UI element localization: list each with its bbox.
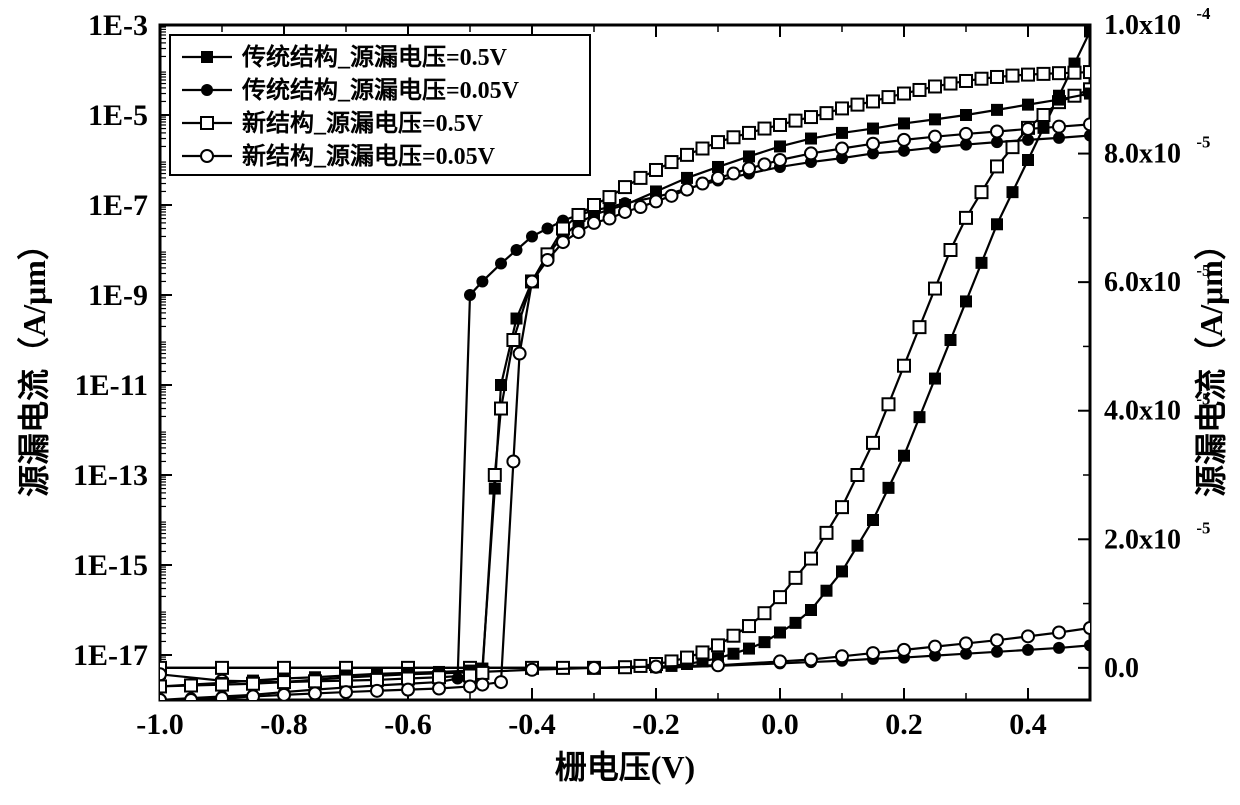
svg-text:1E-11: 1E-11 (75, 369, 148, 402)
svg-text:0.2: 0.2 (885, 708, 923, 741)
svg-text:栅电压(V): 栅电压(V) (555, 749, 695, 785)
svg-text:-4: -4 (1196, 4, 1211, 23)
svg-text:-5: -5 (1196, 518, 1210, 537)
svg-text:源漏电流（A/μm）: 源漏电流（A/μm） (1193, 228, 1229, 497)
svg-text:1E-15: 1E-15 (73, 549, 148, 582)
svg-text:-0.6: -0.6 (384, 708, 432, 741)
chart-container: -1.0 -0.8 -0.6 -0.4 -0.2 0.0 0.2 0.4 栅电压(V) 1E-3 1… (0, 0, 1240, 805)
svg-text:-0.2: -0.2 (632, 708, 680, 741)
legend-item-2: 新结构_源漏电压=0.5V (242, 109, 484, 137)
legend-item-0: 传统结构_源漏电压=0.5V (241, 43, 508, 71)
svg-text:1E-7: 1E-7 (88, 189, 148, 222)
svg-text:0.0: 0.0 (1104, 653, 1139, 684)
svg-text:-5: -5 (1196, 133, 1210, 152)
svg-text:6.0x10: 6.0x10 (1104, 267, 1181, 298)
svg-text:源漏电流（A/μm）: 源漏电流（A/μm） (16, 228, 52, 497)
chart-svg: -1.0 -0.8 -0.6 -0.4 -0.2 0.0 0.2 0.4 栅电压(V) 1E-3 1… (0, 0, 1240, 805)
svg-text:1E-13: 1E-13 (73, 459, 148, 492)
svg-text:0.0: 0.0 (761, 708, 799, 741)
svg-text:1E-3: 1E-3 (88, 9, 148, 42)
svg-text:1E-5: 1E-5 (88, 99, 148, 132)
svg-text:0.4: 0.4 (1009, 708, 1047, 741)
svg-text:-1.0: -1.0 (136, 708, 184, 741)
svg-text:8.0x10: 8.0x10 (1104, 139, 1181, 170)
svg-text:-0.8: -0.8 (260, 708, 308, 741)
svg-text:2.0x10: 2.0x10 (1104, 524, 1181, 555)
svg-text:1.0x10: 1.0x10 (1104, 10, 1181, 41)
legend-item-1: 传统结构_源漏电压=0.05V (241, 76, 520, 104)
legend-item-3: 新结构_源漏电压=0.05V (242, 142, 496, 170)
svg-text:-0.4: -0.4 (508, 708, 556, 741)
svg-text:1E-9: 1E-9 (88, 279, 148, 312)
svg-text:1E-17: 1E-17 (73, 639, 148, 672)
svg-text:4.0x10: 4.0x10 (1104, 396, 1181, 427)
